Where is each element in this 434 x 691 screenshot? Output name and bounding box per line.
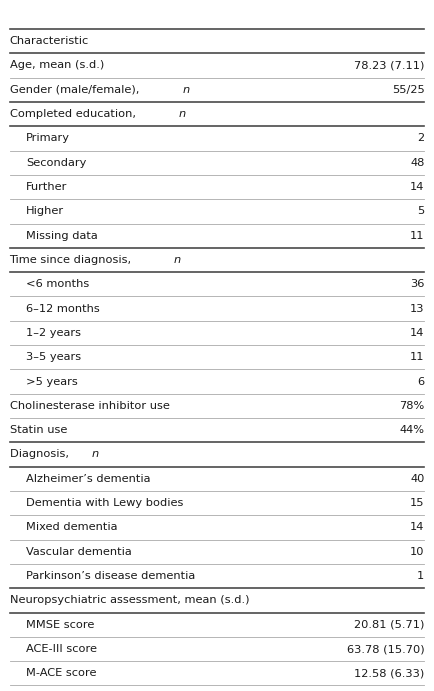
Text: Gender (male/female),: Gender (male/female),	[10, 85, 142, 95]
Text: Age, mean (s.d.): Age, mean (s.d.)	[10, 61, 104, 70]
Text: n: n	[178, 109, 186, 119]
Text: 2: 2	[418, 133, 424, 144]
Text: Neuropsychiatric assessment, mean (s.d.): Neuropsychiatric assessment, mean (s.d.)	[10, 596, 249, 605]
Text: 1–2 years: 1–2 years	[26, 328, 81, 338]
Text: 1: 1	[417, 571, 424, 581]
Text: 78.23 (7.11): 78.23 (7.11)	[354, 61, 424, 70]
Text: 5: 5	[417, 207, 424, 216]
Text: 14: 14	[410, 328, 424, 338]
Text: Alzheimer’s dementia: Alzheimer’s dementia	[26, 474, 151, 484]
Text: 20.81 (5.71): 20.81 (5.71)	[354, 620, 424, 630]
Text: 10: 10	[410, 547, 424, 557]
Text: Statin use: Statin use	[10, 425, 67, 435]
Text: Dementia with Lewy bodies: Dementia with Lewy bodies	[26, 498, 184, 508]
Text: Vascular dementia: Vascular dementia	[26, 547, 132, 557]
Text: Secondary: Secondary	[26, 158, 86, 168]
Text: 11: 11	[410, 231, 424, 240]
Text: 6–12 months: 6–12 months	[26, 303, 100, 314]
Text: Completed education,: Completed education,	[10, 109, 139, 119]
Text: Further: Further	[26, 182, 67, 192]
Text: Characteristic: Characteristic	[10, 36, 89, 46]
Text: n: n	[183, 85, 190, 95]
Text: Diagnosis,: Diagnosis,	[10, 450, 72, 460]
Text: Missing data: Missing data	[26, 231, 98, 240]
Text: Parkinson’s disease dementia: Parkinson’s disease dementia	[26, 571, 195, 581]
Text: ACE-III score: ACE-III score	[26, 644, 97, 654]
Text: 40: 40	[410, 474, 424, 484]
Text: <6 months: <6 months	[26, 279, 89, 290]
Text: 11: 11	[410, 352, 424, 362]
Text: >5 years: >5 years	[26, 377, 78, 386]
Text: 36: 36	[410, 279, 424, 290]
Text: Time since diagnosis,: Time since diagnosis,	[10, 255, 135, 265]
Text: 63.78 (15.70): 63.78 (15.70)	[347, 644, 424, 654]
Text: MMSE score: MMSE score	[26, 620, 95, 630]
Text: 48: 48	[410, 158, 424, 168]
Text: 3–5 years: 3–5 years	[26, 352, 81, 362]
Text: Cholinesterase inhibitor use: Cholinesterase inhibitor use	[10, 401, 169, 411]
Text: 13: 13	[410, 303, 424, 314]
Text: 78%: 78%	[399, 401, 424, 411]
Text: 55/25: 55/25	[392, 85, 424, 95]
Text: 14: 14	[410, 182, 424, 192]
Text: 12.58 (6.33): 12.58 (6.33)	[354, 668, 424, 679]
Text: 44%: 44%	[399, 425, 424, 435]
Text: n: n	[174, 255, 181, 265]
Text: n: n	[92, 450, 99, 460]
Text: Higher: Higher	[26, 207, 64, 216]
Text: 6: 6	[418, 377, 424, 386]
Text: Mixed dementia: Mixed dementia	[26, 522, 118, 533]
Text: 14: 14	[410, 522, 424, 533]
Text: 15: 15	[410, 498, 424, 508]
Text: Primary: Primary	[26, 133, 70, 144]
Text: M-ACE score: M-ACE score	[26, 668, 96, 679]
